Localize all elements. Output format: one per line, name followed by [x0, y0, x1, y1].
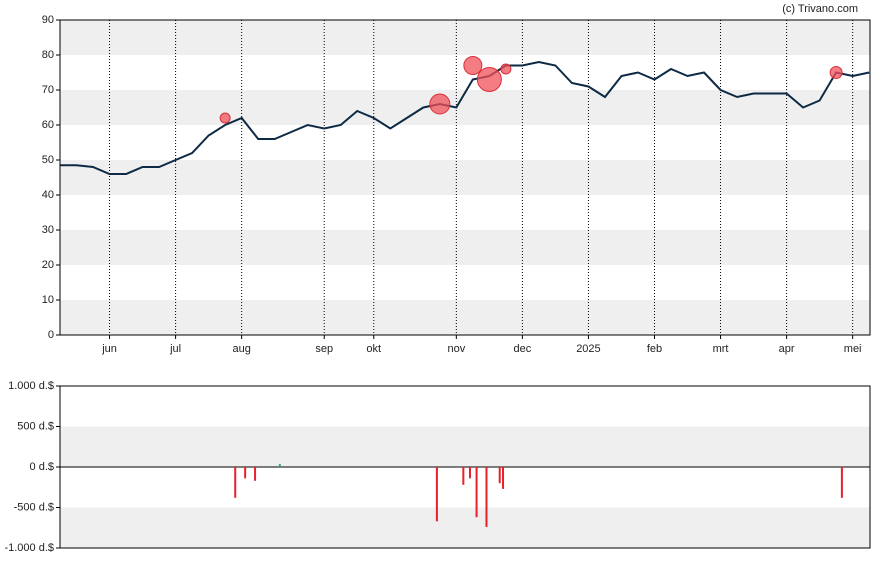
- x-tick-label: dec: [514, 343, 532, 355]
- watermark: (c) Trivano.com: [782, 3, 858, 15]
- y-tick-label: 500 d.$: [17, 420, 54, 432]
- y-tick-label: 20: [42, 259, 54, 271]
- x-tick-label: jul: [169, 343, 181, 355]
- y-tick-label: 70: [42, 84, 54, 96]
- y-tick-label: 50: [42, 154, 54, 166]
- grid-band: [60, 426, 870, 467]
- y-tick-label: -1.000 d.$: [4, 542, 54, 554]
- plot-frame: [59, 385, 871, 549]
- bubble: [500, 63, 512, 75]
- y-tick-label: 40: [42, 189, 54, 201]
- y-tick-label: 1.000 d.$: [8, 380, 54, 392]
- plot-frame: [59, 19, 871, 336]
- grid-band: [60, 160, 870, 195]
- x-tick-label: nov: [447, 343, 465, 355]
- x-tick-label: feb: [647, 343, 662, 355]
- bar: [462, 467, 465, 485]
- bubble: [219, 112, 231, 124]
- y-tick-label: 30: [42, 224, 54, 236]
- x-tick-label: jun: [101, 343, 117, 355]
- bar: [234, 467, 237, 498]
- grid-band: [60, 20, 870, 55]
- bar: [475, 467, 478, 518]
- x-tick-label: aug: [232, 343, 250, 355]
- bar: [498, 467, 501, 484]
- bar: [502, 467, 505, 489]
- bar: [254, 467, 257, 481]
- x-tick-label: sep: [315, 343, 333, 355]
- x-tick-label: mrt: [713, 343, 729, 355]
- bubble: [476, 67, 502, 92]
- y-tick-label: 10: [42, 294, 54, 306]
- x-tick-label: mei: [844, 343, 862, 355]
- bar: [278, 464, 281, 467]
- bar: [468, 467, 471, 479]
- x-tick-label: okt: [366, 343, 381, 355]
- bubble: [429, 93, 451, 115]
- bar: [840, 467, 843, 498]
- bubble: [829, 66, 843, 79]
- bar: [435, 467, 438, 522]
- bubble: [463, 56, 483, 75]
- bar: [485, 467, 488, 527]
- price-line: [60, 60, 870, 175]
- grid-band: [60, 300, 870, 335]
- y-tick-label: 80: [42, 49, 54, 61]
- y-tick-label: 0 d.$: [30, 461, 54, 473]
- grid-band: [60, 507, 870, 548]
- y-tick-label: -500 d.$: [14, 501, 54, 513]
- grid-band: [60, 230, 870, 265]
- bar: [244, 467, 247, 479]
- x-tick-label: apr: [779, 343, 795, 355]
- y-tick-label: 0: [48, 329, 54, 341]
- y-tick-label: 60: [42, 119, 54, 131]
- x-tick-label: 2025: [576, 343, 600, 355]
- y-tick-label: 90: [42, 14, 54, 26]
